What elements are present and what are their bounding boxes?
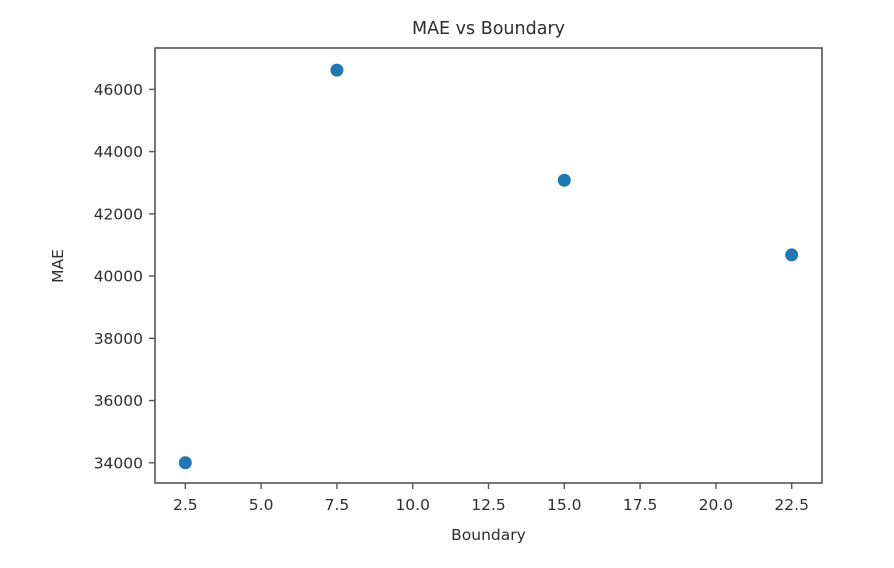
x-tick-label: 7.5 <box>325 496 350 514</box>
y-axis-label: MAE <box>49 249 67 283</box>
y-axis-ticks: 34000 36000 38000 40000 42000 44000 46000 <box>94 81 155 472</box>
data-point <box>557 173 571 187</box>
y-tick-label: 42000 <box>94 205 143 223</box>
data-point <box>785 248 799 262</box>
data-point <box>178 456 192 470</box>
x-tick-label: 17.5 <box>623 496 658 514</box>
x-tick-label: 22.5 <box>774 496 809 514</box>
x-tick-label: 15.0 <box>547 496 582 514</box>
chart-title: MAE vs Boundary <box>412 19 565 39</box>
x-tick-label: 10.0 <box>395 496 430 514</box>
axes-frame <box>154 47 823 484</box>
x-tick-label: 5.0 <box>249 496 274 514</box>
y-tick-label: 44000 <box>94 143 143 161</box>
x-axis-label: Boundary <box>451 526 526 544</box>
data-point <box>330 63 344 77</box>
x-tick-label: 20.0 <box>699 496 734 514</box>
y-tick-label: 40000 <box>94 268 143 286</box>
x-axis-ticks: 2.5 5.0 7.5 10.0 12.5 15.0 17.5 20.0 22.5 <box>173 483 809 514</box>
data-points <box>178 63 799 470</box>
y-tick-label: 34000 <box>94 454 143 472</box>
y-tick-label: 36000 <box>94 392 143 410</box>
x-tick-label: 2.5 <box>173 496 198 514</box>
y-tick-label: 46000 <box>94 81 143 99</box>
y-tick-label: 38000 <box>94 330 143 348</box>
x-tick-label: 12.5 <box>471 496 506 514</box>
